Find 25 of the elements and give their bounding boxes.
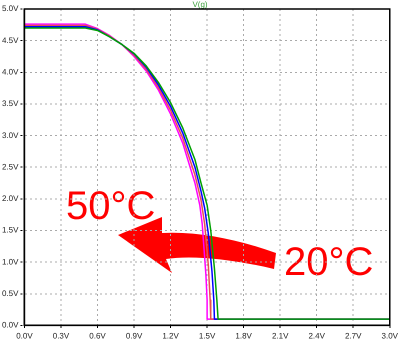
x-tick-label: 2.4V xyxy=(308,331,326,340)
y-tick-label: 4.5V xyxy=(2,36,20,45)
x-tick-label: 0.3V xyxy=(52,331,70,340)
x-tick-label: 1.2V xyxy=(162,331,180,340)
x-tick-label: 1.5V xyxy=(198,331,216,340)
y-tick-label: 2.5V xyxy=(2,162,20,172)
x-tick-label: 0.9V xyxy=(126,331,143,340)
x-tick-label: 2.7V xyxy=(345,331,362,340)
x-tick-label: 2.1V xyxy=(272,331,290,340)
y-tick-label: 4.0V xyxy=(2,67,20,76)
annotation: 50°C xyxy=(66,184,156,228)
x-tick-label: 0.6V xyxy=(89,331,106,340)
y-tick-label: 3.5V xyxy=(2,99,20,108)
x-tick-label: 0.0V xyxy=(16,331,34,340)
y-tick-label: 1.5V xyxy=(2,226,20,235)
y-tick-label: 2.0V xyxy=(2,194,20,204)
x-tick-label: 1.8V xyxy=(235,331,253,340)
y-tick-label: 3.0V xyxy=(2,130,20,140)
y-tick-label: 1.0V xyxy=(2,257,20,266)
chart-title: V(g) xyxy=(192,0,208,9)
y-tick-label: 0.0V xyxy=(2,320,20,330)
y-tick-label: 5.0V xyxy=(2,4,20,14)
annotation: 20°C xyxy=(284,240,374,284)
x-tick-label: 3.0V xyxy=(382,331,399,340)
y-tick-label: 0.5V xyxy=(2,288,20,298)
